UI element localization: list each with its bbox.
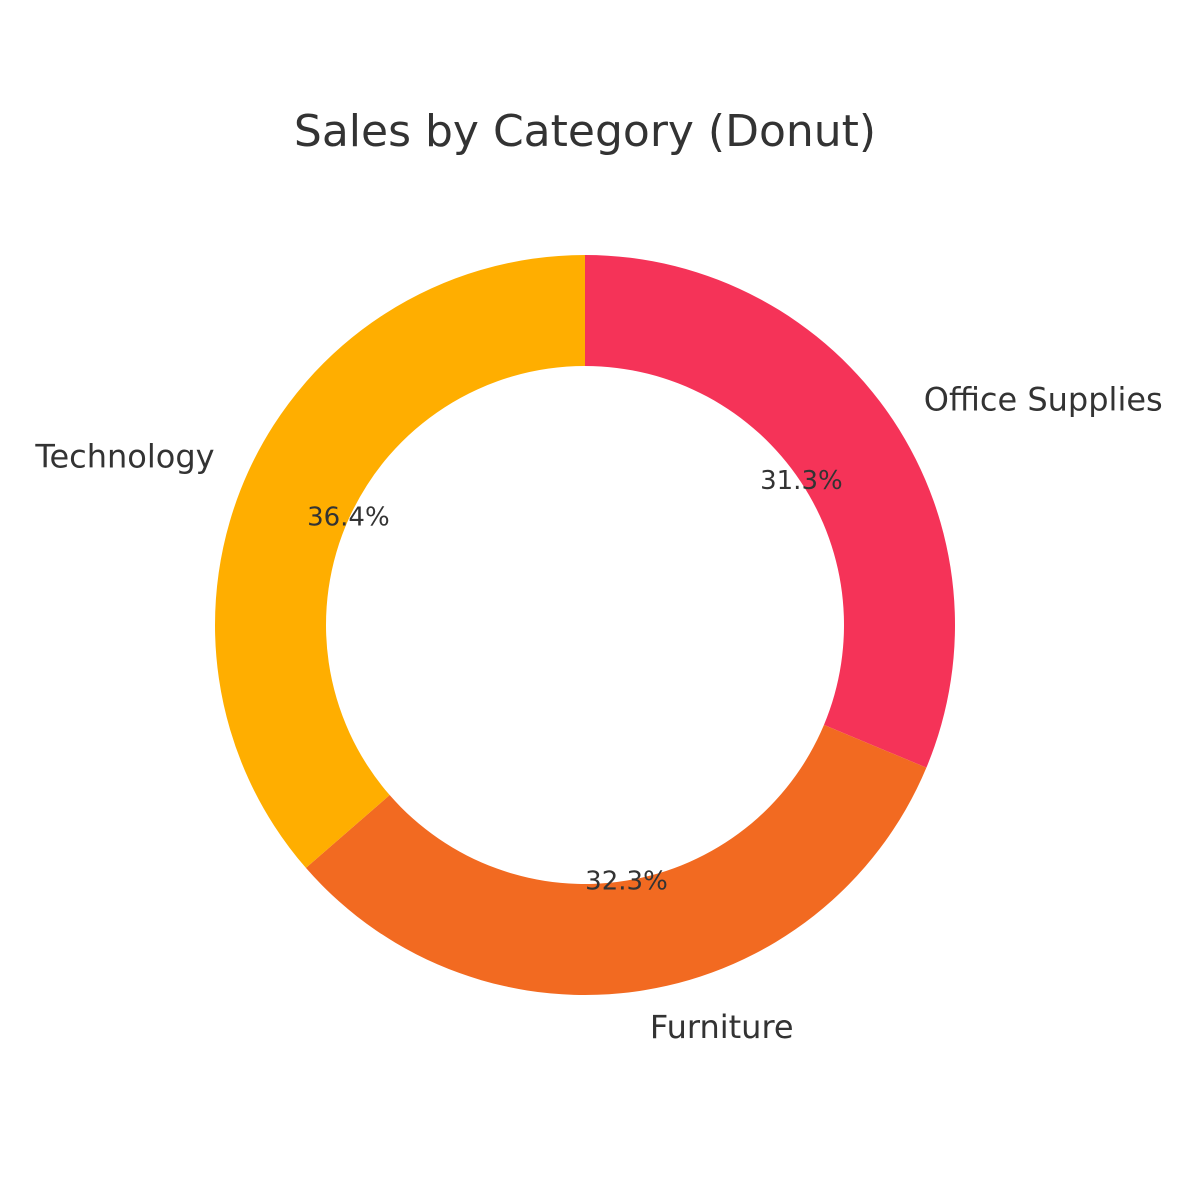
- slice-labels: Office Supplies 31.3% Furniture 32.3% Techno…: [34, 380, 1162, 1045]
- slice-label-technology: Technology: [34, 437, 214, 475]
- slice-technology: [215, 255, 585, 868]
- slice-office-supplies: [585, 255, 955, 768]
- donut-slices: [215, 255, 955, 996]
- chart-title: Sales by Category (Donut): [294, 106, 876, 157]
- slice-furniture: [305, 724, 927, 996]
- slice-label-furniture: Furniture: [650, 1008, 794, 1046]
- slice-label-office-supplies: Office Supplies: [924, 380, 1163, 418]
- pct-label-furniture: 32.3%: [585, 867, 668, 897]
- pct-label-technology: 36.4%: [307, 502, 390, 532]
- pct-label-office-supplies: 31.3%: [760, 466, 843, 496]
